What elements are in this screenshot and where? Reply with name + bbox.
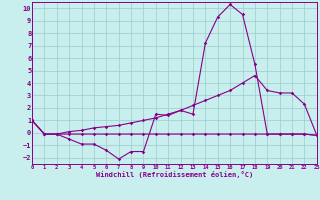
X-axis label: Windchill (Refroidissement éolien,°C): Windchill (Refroidissement éolien,°C) [96, 171, 253, 178]
